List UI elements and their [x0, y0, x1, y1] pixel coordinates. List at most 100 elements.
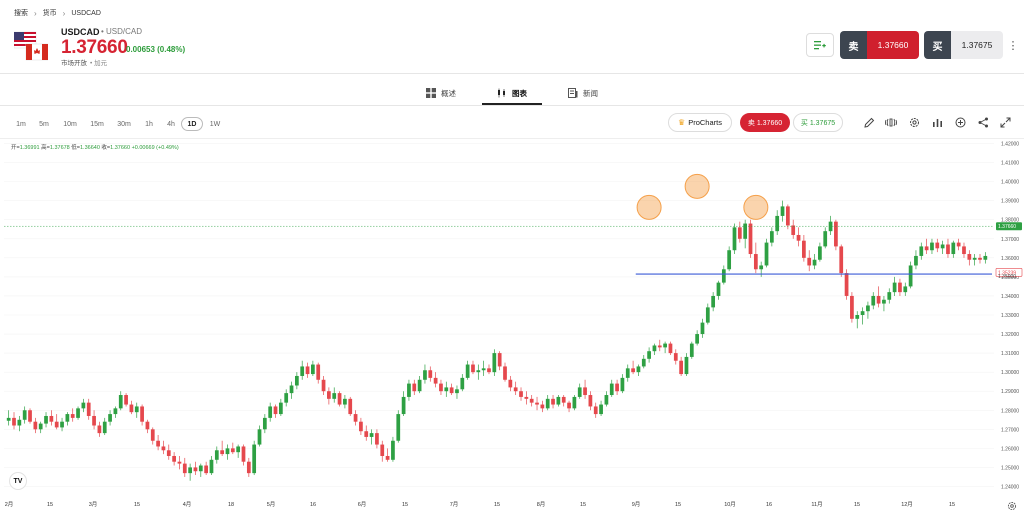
candle[interactable]	[503, 366, 507, 380]
candle[interactable]	[278, 402, 283, 415]
candle[interactable]	[252, 444, 257, 474]
candle[interactable]	[236, 446, 241, 453]
candle[interactable]	[785, 206, 790, 226]
candle[interactable]	[556, 396, 561, 405]
price-chart[interactable]: 1.24000 1.25000 1.26000 1.27000 1.28000 1.290…	[0, 138, 1024, 511]
add-to-watchlist-button[interactable]	[806, 33, 834, 57]
candle[interactable]	[449, 387, 454, 394]
candle[interactable]	[903, 286, 908, 293]
candle[interactable]	[919, 246, 924, 256]
candle[interactable]	[812, 259, 817, 266]
candle[interactable]	[220, 450, 225, 455]
candle[interactable]	[791, 225, 796, 235]
candle[interactable]	[620, 377, 625, 392]
candle[interactable]	[967, 254, 972, 260]
timeframe-1w[interactable]: 1W	[209, 120, 221, 128]
candle[interactable]	[300, 366, 305, 376]
candle[interactable]	[33, 421, 38, 430]
candle[interactable]	[593, 406, 598, 415]
candle[interactable]	[844, 273, 849, 296]
candle[interactable]	[700, 322, 705, 335]
candle[interactable]	[535, 402, 539, 405]
candle[interactable]	[225, 448, 230, 455]
candle[interactable]	[369, 433, 374, 437]
candle[interactable]	[385, 455, 390, 460]
candle[interactable]	[471, 364, 475, 373]
candle[interactable]	[855, 315, 860, 319]
candle[interactable]	[940, 244, 945, 249]
candle[interactable]	[695, 334, 700, 344]
candle[interactable]	[348, 398, 353, 415]
candle[interactable]	[647, 351, 651, 359]
candle[interactable]	[6, 417, 11, 421]
candle[interactable]	[679, 360, 683, 375]
candle[interactable]	[551, 398, 555, 405]
procharts-button[interactable]: ♛ ProCharts	[668, 113, 732, 132]
candle[interactable]	[705, 307, 710, 323]
candle[interactable]	[561, 396, 566, 403]
candle[interactable]	[65, 414, 70, 422]
highlight-circle-head[interactable]	[684, 173, 710, 199]
more-vertical-icon[interactable]: ⋮	[1007, 39, 1019, 52]
candle[interactable]	[871, 295, 876, 306]
breadcrumb-currency[interactable]: 货币	[42, 10, 57, 17]
candle[interactable]	[743, 223, 748, 239]
candle[interactable]	[86, 402, 91, 416]
candle[interactable]	[882, 299, 886, 304]
candle[interactable]	[946, 244, 950, 255]
candle[interactable]	[97, 425, 102, 434]
candle[interactable]	[898, 282, 902, 293]
candle[interactable]	[866, 305, 870, 312]
candle[interactable]	[262, 417, 267, 430]
candle[interactable]	[887, 292, 892, 300]
candle[interactable]	[294, 375, 299, 386]
breadcrumb-search[interactable]: 搜索	[14, 10, 28, 17]
timeframe-30m[interactable]: 30m	[117, 120, 131, 128]
candle[interactable]	[545, 398, 550, 409]
candle[interactable]	[492, 353, 497, 373]
candle[interactable]	[198, 465, 203, 472]
candle[interactable]	[465, 364, 470, 378]
candle[interactable]	[577, 387, 582, 397]
candle[interactable]	[209, 459, 214, 474]
candle[interactable]	[529, 398, 534, 403]
bar-chart-icon[interactable]	[930, 115, 944, 129]
timeframe-1h[interactable]: 1h	[145, 120, 153, 128]
candle[interactable]	[497, 353, 502, 367]
candle[interactable]	[102, 421, 107, 434]
candle[interactable]	[134, 406, 139, 413]
candle[interactable]	[364, 431, 369, 437]
candle[interactable]	[689, 343, 694, 357]
candle[interactable]	[268, 406, 273, 418]
candle[interactable]	[652, 345, 657, 352]
add-circle-icon[interactable]	[953, 115, 967, 129]
candle[interactable]	[657, 345, 662, 348]
candle[interactable]	[460, 377, 465, 390]
tab-news[interactable]: 新闻	[568, 82, 598, 104]
timeframe-10m[interactable]: 10m	[63, 120, 77, 128]
candle[interactable]	[417, 379, 422, 392]
candle[interactable]	[716, 282, 721, 296]
candle[interactable]	[839, 246, 844, 274]
candle[interactable]	[481, 368, 486, 371]
candle[interactable]	[113, 408, 118, 415]
candle[interactable]	[567, 402, 571, 409]
tradingview-logo[interactable]: TV	[9, 472, 27, 490]
candle[interactable]	[508, 379, 513, 388]
candle[interactable]	[124, 395, 128, 405]
candle[interactable]	[60, 421, 64, 428]
candle[interactable]	[711, 295, 716, 308]
candle[interactable]	[108, 414, 112, 422]
candle[interactable]	[519, 391, 523, 397]
tab-chart[interactable]: 图表	[497, 82, 527, 104]
candle[interactable]	[193, 467, 198, 472]
pencil-icon[interactable]	[862, 115, 876, 129]
toolbar-sell-chip[interactable]: 卖 1.37660	[740, 113, 790, 132]
candle[interactable]	[49, 415, 54, 422]
candle[interactable]	[818, 246, 822, 260]
candle[interactable]	[332, 393, 337, 399]
candle[interactable]	[204, 465, 209, 474]
candle[interactable]	[876, 295, 881, 304]
candle[interactable]	[924, 246, 929, 251]
candle[interactable]	[396, 414, 401, 441]
